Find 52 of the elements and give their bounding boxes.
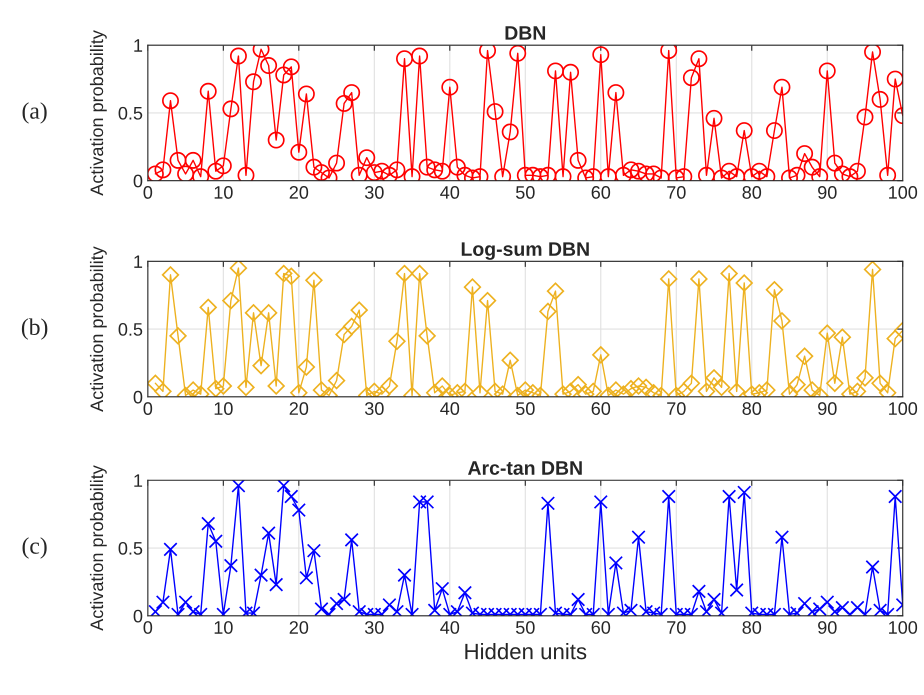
- y-axis-title: Activation probability: [90, 246, 107, 412]
- chart-title: DBN: [506, 26, 546, 40]
- x-tick-label: 50: [516, 402, 535, 415]
- y-axis-title: Activation probability: [90, 30, 107, 196]
- x-tick-label: 20: [290, 621, 308, 634]
- y-tick-label: 0: [134, 610, 142, 622]
- chart-title: Log-sum DBN: [462, 242, 589, 260]
- y-tick-label: 1: [134, 474, 142, 487]
- x-tick-label: 80: [742, 402, 762, 415]
- x-tick-label: 30: [364, 402, 384, 415]
- x-tick-label: 20: [290, 402, 308, 415]
- x-tick-label: 70: [667, 621, 686, 634]
- x-tick-label: 90: [818, 402, 837, 415]
- x-tick-label: 90: [818, 621, 837, 634]
- x-tick-label: 60: [592, 621, 610, 634]
- x-tick-label: 0: [144, 621, 152, 634]
- x-tick-label: 50: [516, 186, 535, 199]
- x-tick-label: 100: [889, 621, 918, 634]
- chart-title: Arc-tan DBN: [468, 461, 582, 475]
- text: (b): [22, 318, 48, 340]
- x-tick-label: 90: [818, 186, 837, 199]
- x-tick-label: 60: [592, 402, 610, 415]
- x-tick-label: 70: [667, 186, 686, 199]
- x-tick-label: 60: [592, 186, 610, 199]
- x-tick-label: 10: [214, 402, 233, 415]
- x-tick-label: 40: [440, 186, 460, 199]
- x-axis-title: Hidden units: [465, 643, 586, 660]
- y-tick-label: 0.5: [118, 542, 142, 555]
- x-tick-label: 40: [440, 621, 460, 634]
- x-tick-label: 70: [667, 402, 686, 415]
- x-tick-label: 10: [214, 186, 233, 199]
- x-tick-label: 30: [364, 186, 384, 199]
- x-tick-label: 0: [144, 186, 152, 199]
- text: (a): [22, 102, 47, 124]
- x-tick-label: 50: [516, 621, 535, 634]
- x-tick-label: 80: [742, 621, 762, 634]
- y-tick-label: 1: [134, 255, 142, 268]
- x-tick-label: 30: [364, 621, 384, 634]
- y-tick-label: 0.5: [118, 106, 142, 120]
- x-tick-label: 40: [440, 402, 460, 415]
- y-tick-label: 1: [134, 39, 142, 52]
- y-axis-title: Activation probability: [90, 465, 107, 631]
- x-tick-label: 10: [214, 621, 233, 634]
- y-tick-label: 0: [134, 174, 142, 188]
- x-tick-label: 0: [144, 402, 152, 415]
- x-tick-label: 100: [889, 402, 918, 415]
- text: (c): [22, 537, 47, 559]
- y-tick-label: 0: [134, 390, 142, 404]
- x-tick-label: 80: [742, 186, 762, 199]
- y-tick-label: 0.5: [118, 323, 142, 336]
- x-tick-label: 20: [290, 186, 308, 199]
- x-tick-label: 100: [889, 186, 918, 199]
